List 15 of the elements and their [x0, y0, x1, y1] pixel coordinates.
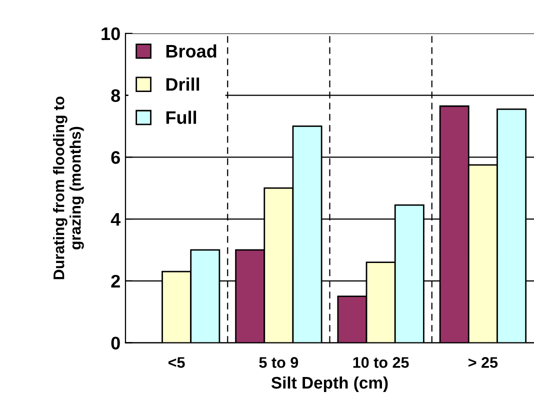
x-axis-title: Silt Depth (cm)	[271, 376, 388, 392]
legend-label: Broad	[166, 44, 216, 58]
x-tick-label: 5 to 9	[259, 357, 298, 368]
y-tick-label: 6	[111, 151, 120, 164]
y-tick-label: 0	[111, 336, 120, 350]
y-tick-label: 2	[111, 274, 120, 288]
x-tick-label: 10 to 25	[353, 357, 409, 368]
y-tick-label: 8	[111, 89, 120, 102]
legend-label: Drill	[166, 78, 200, 91]
legend-label: Full	[166, 110, 196, 124]
x-tick-label: <5	[168, 357, 185, 368]
x-tick-label: > 25	[468, 357, 498, 368]
y-axis-title: Durating from flooding to grazing (months)	[53, 96, 84, 280]
y-tick-label: 4	[110, 213, 121, 226]
y-tick-label: 10	[102, 27, 120, 40]
